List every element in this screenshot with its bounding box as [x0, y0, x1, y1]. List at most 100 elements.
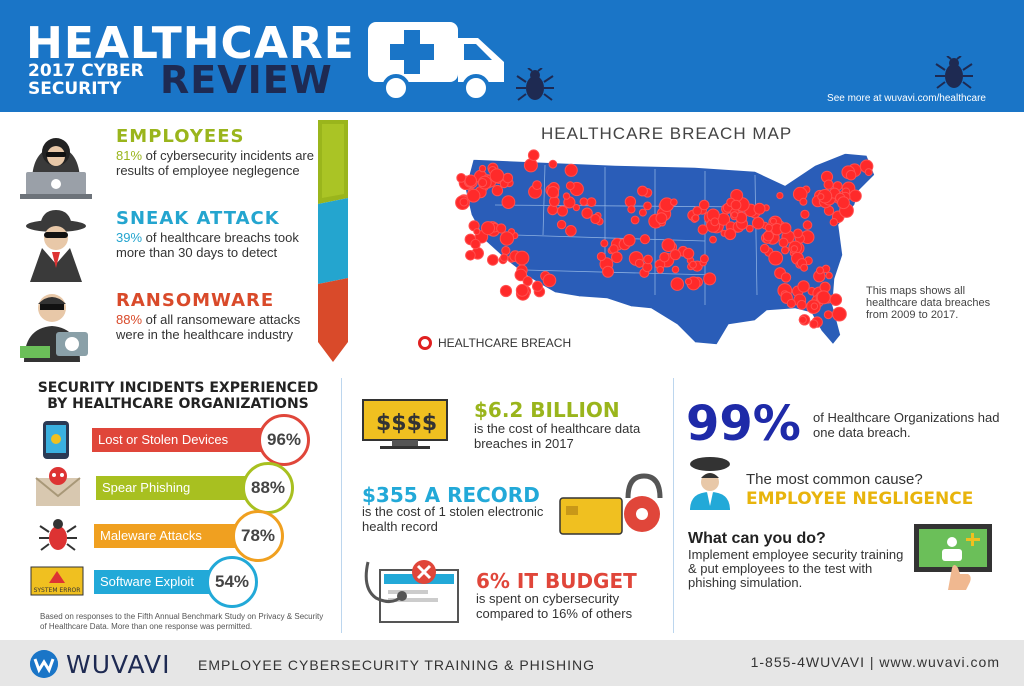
breach-marker [579, 197, 589, 207]
stat-pct: 39% [116, 230, 143, 245]
breach-marker [630, 215, 640, 225]
header-year: 2017 CYBER SECURITY [28, 62, 144, 98]
breach-marker [837, 196, 850, 210]
breach-marker [456, 173, 467, 183]
breach-marker [542, 273, 557, 288]
breach-marker [623, 234, 636, 247]
breach-marker [753, 202, 766, 215]
stat-employees: EMPLOYEES 81% of cybersecurity incidents… [18, 126, 318, 206]
breach-marker [655, 212, 668, 225]
stat-title: SNEAK ATTACK [116, 208, 280, 229]
incident-value: 78% [232, 510, 284, 562]
breach-marker [793, 228, 803, 239]
stat-desc: 39% of healthcare breachs took more than… [116, 230, 316, 260]
system-error-icon: SYSTEM ERROR [30, 566, 84, 596]
record-stat: $355 A RECORD [362, 483, 540, 507]
breach-marker [600, 239, 609, 248]
breach-marker [548, 159, 558, 169]
envelope-skull-icon [35, 467, 81, 506]
breach-marker [670, 198, 678, 207]
breach-marker [565, 225, 577, 237]
header-review: REVIEW [160, 58, 333, 102]
breach-marker [751, 216, 765, 230]
breach-marker [638, 208, 647, 217]
breach-marker [502, 172, 514, 184]
breach-marker [703, 272, 717, 286]
training-screen-icon [914, 524, 992, 590]
breach-marker [496, 223, 507, 234]
breach-marker [691, 214, 700, 222]
breach-percent-desc: of Healthcare Organizations had one data… [813, 410, 1000, 440]
breach-marker [816, 266, 824, 275]
breach-marker [499, 284, 513, 298]
breach-marker [684, 277, 693, 286]
breach-percent: 99% [686, 396, 801, 452]
breach-marker [643, 201, 652, 211]
breach-marker [832, 306, 847, 322]
breach-marker [779, 222, 792, 234]
see-more-link[interactable]: See more at wuvavi.com/healthcare [827, 93, 986, 104]
incidents-title: SECURITY INCIDENTS EXPERIENCED BY HEALTH… [28, 380, 328, 412]
breach-marker [809, 319, 819, 329]
error-icon-text: SYSTEM ERROR [34, 587, 81, 594]
bug-icon [39, 519, 77, 551]
footer-contact[interactable]: 1-855-4WUVAVI | www.wuvavi.com [750, 654, 1000, 670]
breach-marker [825, 271, 833, 280]
stat-pct: 81% [116, 148, 143, 163]
breach-marker [564, 163, 578, 177]
breach-marker [745, 224, 754, 233]
breach-marker [489, 168, 505, 184]
svg-text:$$$$: $$$$ [376, 411, 437, 436]
record-desc: is the cost of 1 stolen electronic healt… [362, 504, 544, 534]
breach-marker [800, 263, 809, 272]
breach-marker [689, 260, 697, 269]
breach-marker [776, 192, 784, 200]
footer-brand[interactable]: WUVAVI [66, 650, 171, 679]
what-desc: Implement employee security training & p… [688, 547, 904, 590]
breach-marker [532, 280, 543, 292]
breach-marker [671, 265, 680, 274]
incident-bar: Spear Phishing [96, 476, 256, 500]
breach-marker [596, 251, 606, 262]
breach-marker [557, 205, 568, 217]
billion-desc: is the cost of healthcare data breaches … [474, 421, 641, 451]
breach-marker [731, 211, 739, 219]
breach-marker [802, 220, 813, 230]
breach-marker [699, 254, 709, 264]
stat-text: of cybersecurity incidents are results o… [116, 148, 314, 178]
what-title: What can you do? [688, 530, 826, 547]
divider [341, 378, 342, 633]
footer: WUVAVI EMPLOYEE CYBERSECURITY TRAINING &… [0, 640, 1024, 686]
incident-value: 96% [258, 414, 310, 466]
header-banner: HEALTHCARE 2017 CYBER SECURITY REVIEW Se… [0, 0, 1024, 112]
breach-marker [637, 185, 648, 197]
breach-marker [643, 254, 653, 265]
map-legend: HEALTHCARE BREACH [418, 336, 571, 350]
breach-marker [709, 235, 717, 244]
breach-marker [799, 197, 808, 206]
breach-marker [781, 246, 790, 255]
breach-marker [759, 243, 770, 254]
breach-marker [682, 247, 695, 260]
map-note: This maps shows all healthcare data brea… [866, 285, 991, 321]
incident-bar: Maleware Attacks [94, 524, 244, 548]
wuvavi-logo-icon[interactable] [30, 650, 58, 678]
breach-marker [556, 219, 567, 230]
breach-marker [501, 246, 511, 256]
breach-marker [710, 217, 720, 227]
breach-marker [478, 164, 487, 173]
breach-marker [823, 179, 834, 190]
breach-marker [523, 158, 538, 173]
breach-marker [459, 197, 469, 207]
breach-marker-icon [418, 336, 432, 350]
breach-marker [572, 204, 581, 212]
stat-title: RANSOMWARE [116, 290, 275, 311]
incident-value: 88% [242, 462, 294, 514]
breach-marker [562, 192, 571, 200]
stat-pct: 88% [116, 312, 143, 327]
divider [673, 378, 674, 633]
breach-marker [656, 265, 665, 274]
incidents-title-line-2: BY HEALTHCARE ORGANIZATIONS [47, 396, 309, 412]
breach-marker [829, 218, 838, 227]
stat-desc: 81% of cybersecurity incidents are resul… [116, 148, 316, 178]
